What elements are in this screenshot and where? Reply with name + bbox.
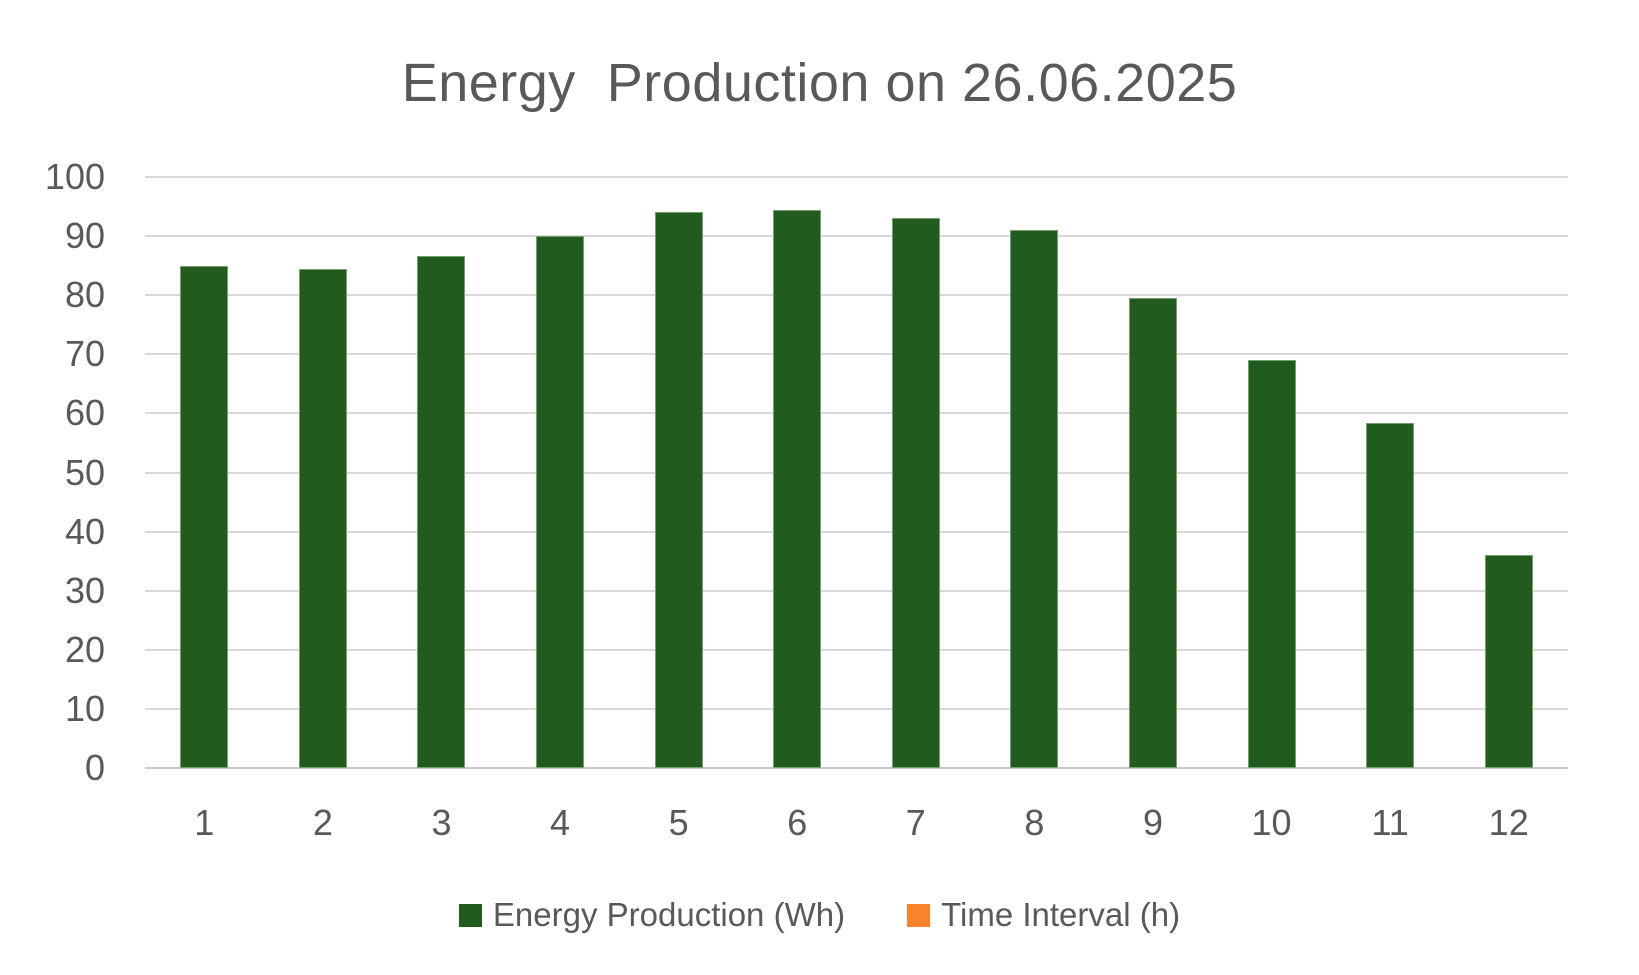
x-axis-tick-label: 11 [1371,802,1409,843]
x-axis-line [145,767,1568,769]
gridline [145,530,1568,533]
y-axis-tick-label: 20 [64,628,105,670]
bar-hour-1[interactable] [180,265,229,768]
y-axis-tick-label: 80 [64,274,105,316]
x-axis-tick-label: 9 [1142,802,1163,843]
gridline [145,471,1568,474]
bar-hour-7[interactable] [891,217,940,768]
bar-hour-9[interactable] [1128,297,1177,768]
x-axis-tick-label: 5 [668,802,689,843]
gridline [145,648,1568,651]
legend-item-time-interval[interactable]: Time Interval (h) [907,896,1180,934]
y-axis-tick-label: 50 [64,451,105,493]
gridline [145,353,1568,356]
y-axis-tick-label: 60 [64,392,105,434]
x-axis-tick-label: 2 [312,802,333,843]
y-axis-tick-label: 100 [44,156,105,197]
y-axis-tick-label: 70 [64,333,105,375]
gridline [145,707,1568,710]
legend-label-energy-production: Energy Production (Wh) [492,896,846,933]
gridline [145,412,1568,415]
x-axis-tick-label: 1 [194,802,215,843]
y-axis-tick-label: 90 [64,215,105,257]
legend-item-energy-production[interactable]: Energy Production (Wh) [458,896,846,934]
gridline [145,176,1568,178]
y-axis-tick-label: 10 [64,687,105,729]
x-axis-tick-label: 12 [1488,802,1529,843]
y-axis-tick-label: 40 [64,510,105,552]
bar-hour-2[interactable] [298,269,347,768]
x-axis-tick-label: 7 [905,802,926,843]
chart-title: Energy Production on 26.06.2025 [401,53,1238,113]
x-axis-tick-label: 3 [431,802,452,843]
gridline [145,589,1568,592]
bar-hour-4[interactable] [536,235,585,768]
bar-hour-3[interactable] [417,256,466,768]
bar-hour-5[interactable] [654,212,703,768]
y-axis-tick-label: 0 [84,747,105,788]
bar-hour-10[interactable] [1247,359,1296,768]
bar-hour-12[interactable] [1484,555,1533,768]
bar-hour-6[interactable] [773,210,822,768]
x-axis-tick-label: 4 [550,802,571,843]
chart-legend: Energy Production (Wh) Time Interval (h) [0,896,1639,934]
legend-label-time-interval: Time Interval (h) [941,896,1181,933]
legend-swatch-time-interval-icon [907,903,931,927]
legend-swatch-energy-production-icon [458,903,482,927]
bar-hour-8[interactable] [1010,230,1059,768]
x-axis-tick-label: 6 [787,802,808,843]
bar-hour-11[interactable] [1366,423,1415,768]
gridline [145,294,1568,297]
y-axis-tick-label: 30 [64,569,105,611]
x-axis-tick-label: 8 [1024,802,1045,843]
gridline [145,235,1568,238]
x-axis-tick-label: 10 [1251,802,1292,843]
